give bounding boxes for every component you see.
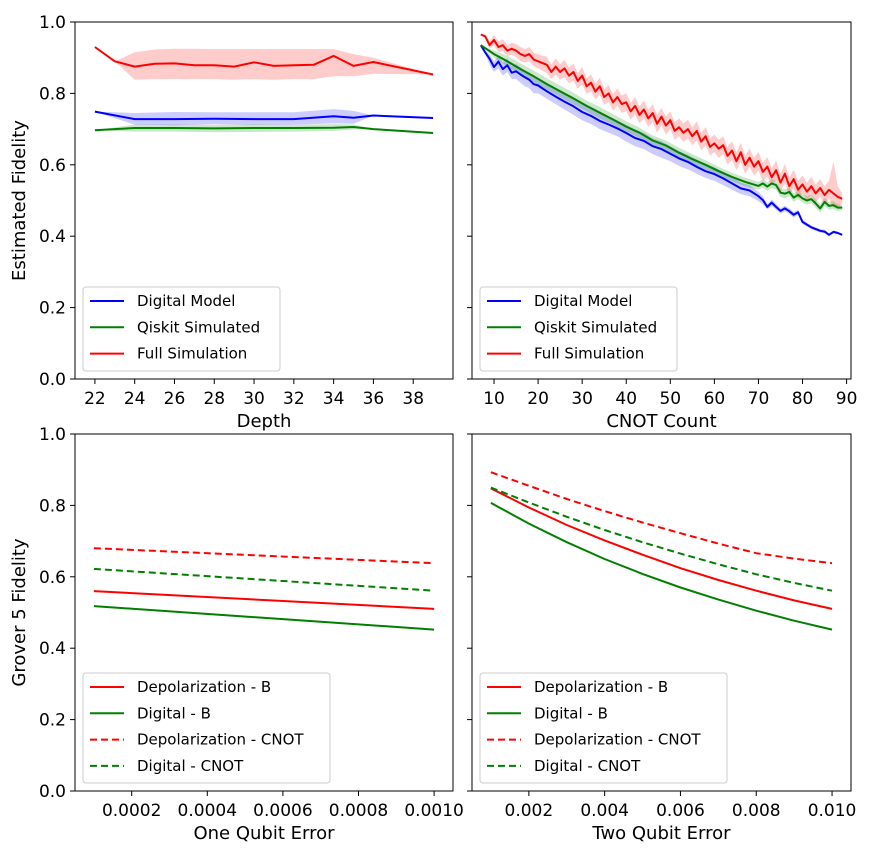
- legend-label: Qiskit Simulated: [534, 318, 657, 336]
- series-line-full-simulation: [94, 46, 434, 76]
- series-line-depolarization-cnot: [490, 471, 833, 565]
- x-axis-label: Two Qubit Error: [591, 823, 731, 844]
- axes-frame: [74, 433, 454, 792]
- series-line-digital-model: [94, 110, 434, 121]
- x-tick-label: 24: [124, 389, 146, 409]
- y-tick-label: 0.2: [39, 299, 66, 319]
- y-tick-label: 0.4: [39, 639, 66, 659]
- series-line-qiskit-simulated: [480, 44, 843, 210]
- legend-box: [479, 672, 728, 784]
- x-tick-label: 40: [615, 389, 637, 409]
- y-tick-label: 0.4: [39, 227, 66, 247]
- x-tick-label: 50: [659, 389, 681, 409]
- x-tick-label: 30: [243, 389, 265, 409]
- panel-bottom-left: 0.0 0.2 0.4 0.6 0.8 1.0 0.0002 0.0004 0.0006 0.00…: [9, 425, 464, 844]
- legend-label: Digital - B: [534, 704, 608, 722]
- legend-box: [82, 286, 281, 372]
- legend-label: Depolarization - CNOT: [534, 731, 701, 749]
- y-tick-label: 1.0: [39, 13, 66, 33]
- axes-frame: [471, 21, 852, 380]
- x-tick-label: 0.010: [808, 801, 857, 821]
- axes-frame: [471, 433, 852, 792]
- x-tick-label: 0.006: [656, 801, 705, 821]
- x-tick-label: 30: [571, 389, 593, 409]
- series-line-digital-cnot: [490, 486, 833, 592]
- legend-label: Digital - CNOT: [534, 757, 641, 775]
- legend-label: Qiskit Simulated: [137, 318, 260, 336]
- series-line-digital-b: [93, 605, 435, 631]
- x-tick-label: 20: [527, 389, 549, 409]
- x-tick-label: 80: [792, 389, 814, 409]
- y-tick-label: 0.6: [39, 156, 66, 176]
- x-tick-label: 28: [203, 389, 225, 409]
- x-tick-label: 0.008: [732, 801, 781, 821]
- legend: Digital Model Qiskit Simulated Full Simula…: [479, 286, 678, 372]
- y-axis-label: Grover 5 Fidelity: [9, 538, 30, 687]
- y-tick-label: 0.0: [39, 370, 66, 390]
- y-tick-label: 0.8: [39, 84, 66, 104]
- x-tick-label: 60: [704, 389, 726, 409]
- x-axis-label: One Qubit Error: [193, 823, 335, 844]
- band-digital-model: [480, 45, 843, 237]
- y-tick-label: 0.0: [39, 782, 66, 802]
- x-tick-label: 36: [363, 389, 385, 409]
- series-line-digital-cnot: [93, 567, 435, 592]
- x-tick-label: 22: [84, 389, 106, 409]
- legend-label: Full Simulation: [137, 345, 247, 363]
- x-tick-label: 90: [836, 389, 858, 409]
- series-line-depolarization-b: [93, 590, 435, 610]
- legend-label: Depolarization - B: [534, 678, 668, 696]
- legend-label: Digital Model: [534, 292, 632, 310]
- legend: Depolarization - B Digital - B Depolarizat…: [82, 672, 331, 784]
- y-tick-label: 0.6: [39, 568, 66, 588]
- legend-box: [82, 672, 331, 784]
- x-tick-label: 0.004: [580, 801, 629, 821]
- series-line-digital-model: [479, 44, 843, 236]
- series-line-depolarization-cnot: [93, 547, 435, 565]
- axes-frame: [74, 21, 454, 380]
- band-qiskit-simulated: [480, 45, 843, 213]
- legend-box: [479, 286, 678, 372]
- x-tick-label: 0.0008: [329, 801, 388, 821]
- x-tick-label: 10: [483, 389, 505, 409]
- legend-label: Depolarization - B: [137, 678, 271, 696]
- series-line-full-simulation: [480, 33, 843, 200]
- legend-label: Digital Model: [137, 292, 235, 310]
- x-tick-label: 34: [323, 389, 345, 409]
- y-tick-label: 1.0: [39, 425, 66, 445]
- legend: Digital Model Qiskit Simulated Full Simula…: [82, 286, 281, 372]
- legend-label: Full Simulation: [534, 345, 644, 363]
- x-axis-label: Depth: [237, 411, 292, 432]
- x-tick-label: 0.0006: [253, 801, 312, 821]
- legend-label: Digital - B: [137, 704, 211, 722]
- y-tick-label: 0.2: [39, 711, 66, 731]
- x-tick-label: 0.0002: [102, 801, 161, 821]
- panel-top-right: 10 20 30 40 50 60 70 80 90 CNOT Count Digital Mode…: [467, 21, 858, 432]
- y-axis-label: Estimated Fidelity: [9, 120, 30, 281]
- x-tick-label: 0.002: [505, 801, 554, 821]
- panel-top-left: 0.0 0.2 0.4 0.6 0.8 1.0 22 24 26 28 30 32 34 36 38 Dept…: [9, 13, 454, 432]
- y-tick-label: 0.8: [39, 496, 66, 516]
- x-tick-label: 26: [164, 389, 186, 409]
- x-tick-label: 38: [402, 389, 424, 409]
- series-line-qiskit-simulated: [94, 126, 434, 134]
- x-tick-label: 70: [748, 389, 770, 409]
- legend-label: Digital - CNOT: [137, 757, 244, 775]
- panel-bottom-right: 0.002 0.004 0.006 0.008 0.010 Two Qubit Error…: [467, 433, 857, 844]
- legend-label: Depolarization - CNOT: [137, 731, 304, 749]
- band-digital-model: [94, 109, 434, 126]
- series-line-depolarization-b: [490, 487, 833, 610]
- legend: Depolarization - B Digital - B Depolarizat…: [479, 672, 728, 784]
- x-tick-label: 32: [283, 389, 305, 409]
- series-line-digital-b: [490, 502, 833, 631]
- x-tick-label: 0.0004: [178, 801, 237, 821]
- x-tick-label: 0.0010: [404, 801, 463, 821]
- x-axis-label: CNOT Count: [606, 411, 716, 432]
